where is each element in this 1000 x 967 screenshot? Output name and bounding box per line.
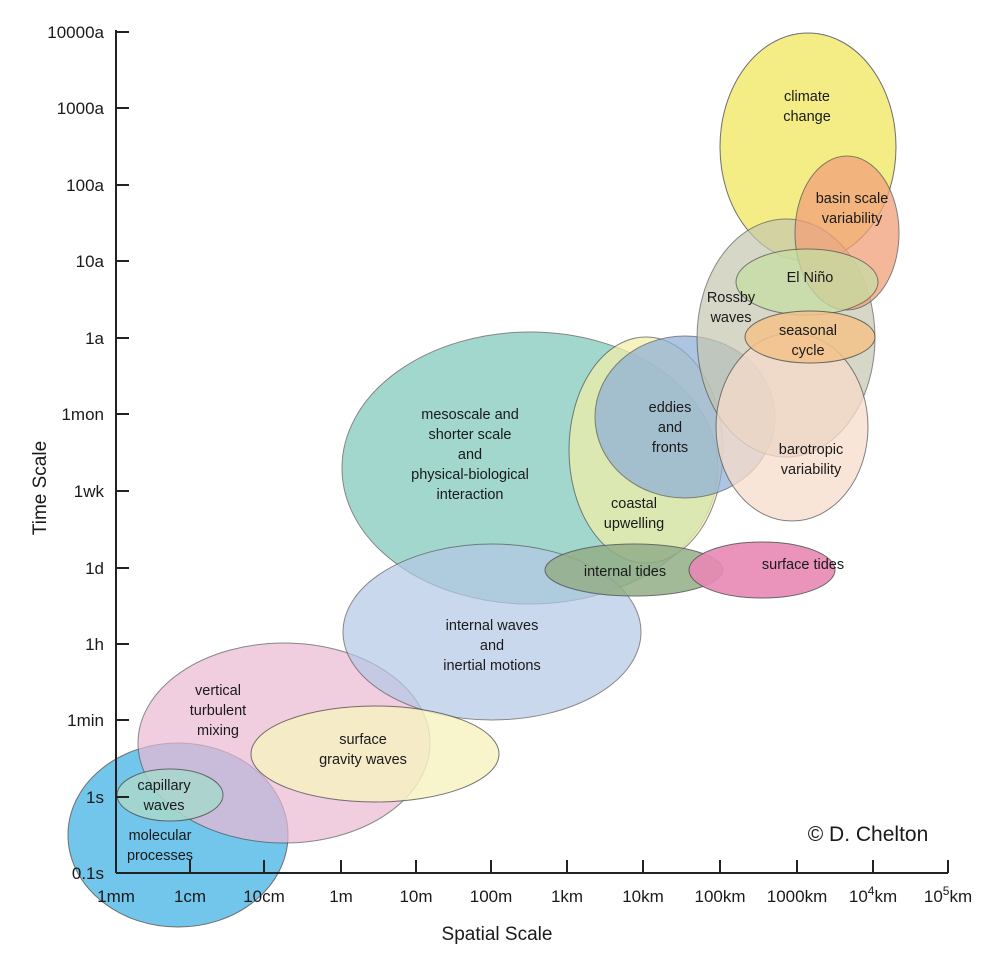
y-axis-title: Time Scale [30, 441, 51, 535]
regions-layer [67, 32, 900, 928]
x-tick-label: 10cm [243, 887, 285, 906]
x-tick-label: 105km [924, 884, 972, 906]
label-vertical-turbulent-mixing: vertical turbulent mixing [190, 683, 246, 739]
x-tick-label: 10km [622, 887, 664, 906]
x-tick-label: 10m [399, 887, 432, 906]
axes: 0.1s 1s 1min 1h 1d 1wk 1mon 1a 10a 100a 1000a 10000… [47, 23, 972, 906]
y-tick-label: 1000a [57, 99, 105, 118]
region-seasonal-cycle [744, 310, 876, 364]
label-basin-scale-variability: basin scale variability [816, 191, 889, 227]
x-tick-label: 100m [470, 887, 513, 906]
x-tick-label: 104km [849, 884, 897, 906]
y-tick-label: 1h [85, 635, 104, 654]
label-barotropic-variability: barotropic variability [779, 442, 843, 478]
x-ticks: 1mm 1cm 10cm 1m 10m 100m 1km 10km 100km 1000km 104… [97, 860, 972, 906]
label-capillary-waves: capillary waves [137, 778, 191, 814]
y-tick-label: 1mon [61, 405, 104, 424]
label-mesoscale: mesoscale and shorter scale and physical-bi… [411, 407, 529, 503]
y-tick-label: 1wk [74, 482, 105, 501]
y-tick-label: 1a [85, 329, 104, 348]
x-tick-label: 1mm [97, 887, 135, 906]
label-el-nino: El Niño [787, 270, 834, 286]
label-internal-waves: internal waves and inertial motions [443, 618, 541, 674]
region-surface-tides [688, 541, 836, 599]
y-tick-label: 0.1s [72, 864, 104, 883]
y-tick-label: 10000a [47, 23, 104, 42]
label-climate-change: climate change [783, 89, 831, 125]
x-tick-label: 100km [694, 887, 745, 906]
x-tick-label: 1000km [767, 887, 827, 906]
label-eddies-and-fronts: eddies and fronts [649, 400, 692, 456]
region-surface-gravity-waves [250, 705, 500, 803]
label-seasonal-cycle: seasonal cycle [779, 323, 837, 359]
label-surface-tides: surface tides [762, 557, 844, 573]
region-labels: molecular processes vertical turbulent mixin… [127, 89, 888, 864]
x-tick-label: 1cm [174, 887, 206, 906]
label-molecular-processes: molecular processes [127, 828, 193, 864]
x-tick-label: 1m [329, 887, 353, 906]
x-axis-title: Spatial Scale [442, 924, 553, 945]
region-internal-waves [342, 543, 642, 721]
label-coastal-upwelling: coastal upwelling [604, 496, 664, 532]
credit-text: © D. Chelton [808, 823, 929, 846]
y-ticks: 0.1s 1s 1min 1h 1d 1wk 1mon 1a 10a 100a 1000a 10000… [47, 23, 129, 883]
y-tick-label: 10a [76, 252, 105, 271]
label-rossby-waves: Rossby waves [707, 290, 756, 326]
y-tick-label: 1min [67, 711, 104, 730]
x-tick-label: 1km [551, 887, 583, 906]
y-tick-label: 1s [86, 788, 104, 807]
y-tick-label: 1d [85, 559, 104, 578]
y-tick-label: 100a [66, 176, 104, 195]
label-internal-tides: internal tides [584, 564, 666, 580]
label-surface-gravity-waves: surface gravity waves [319, 732, 407, 768]
